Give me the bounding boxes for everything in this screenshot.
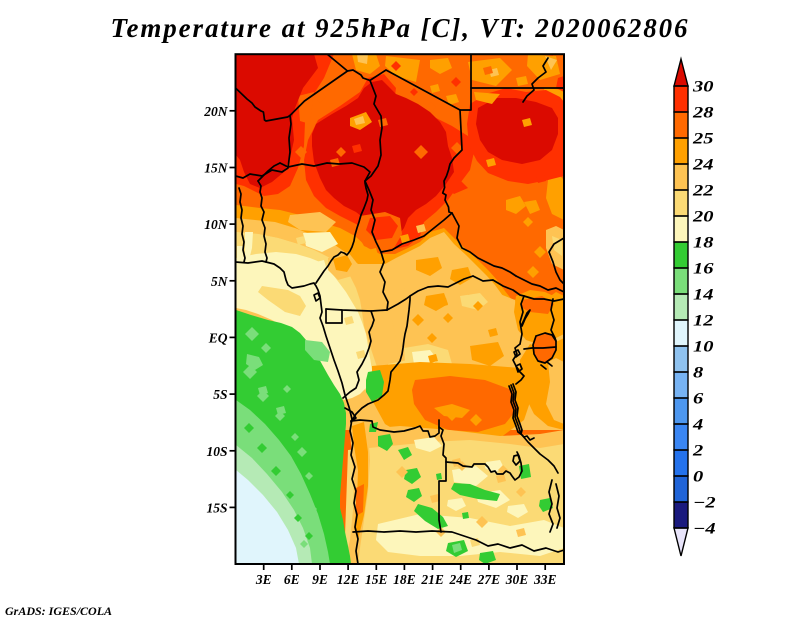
svg-text:25: 25	[692, 130, 714, 147]
svg-text:10S: 10S	[206, 444, 227, 459]
svg-text:10: 10	[693, 338, 713, 355]
svg-text:28: 28	[692, 104, 714, 121]
svg-text:18: 18	[693, 234, 713, 251]
svg-text:4: 4	[692, 416, 703, 433]
svg-text:9E: 9E	[312, 572, 328, 587]
svg-text:15S: 15S	[206, 500, 227, 515]
svg-text:−4: −4	[693, 520, 716, 537]
svg-text:16: 16	[693, 260, 714, 277]
svg-text:2: 2	[692, 442, 703, 459]
svg-text:24E: 24E	[448, 572, 472, 587]
svg-text:15N: 15N	[204, 161, 229, 176]
svg-text:22: 22	[692, 182, 714, 199]
svg-text:EQ: EQ	[208, 330, 228, 345]
svg-text:10N: 10N	[204, 217, 229, 232]
svg-text:6: 6	[693, 390, 704, 407]
svg-text:30E: 30E	[505, 572, 529, 587]
svg-text:20: 20	[692, 208, 714, 225]
svg-text:0: 0	[693, 468, 703, 485]
svg-text:12: 12	[693, 312, 713, 329]
svg-text:15E: 15E	[365, 572, 388, 587]
svg-text:30: 30	[692, 78, 714, 95]
svg-text:21E: 21E	[420, 572, 444, 587]
svg-text:8: 8	[693, 364, 703, 381]
svg-text:20N: 20N	[203, 104, 229, 119]
svg-text:27E: 27E	[477, 572, 501, 587]
svg-text:3E: 3E	[255, 572, 272, 587]
svg-text:12E: 12E	[337, 572, 360, 587]
svg-text:24: 24	[692, 156, 714, 173]
svg-text:5N: 5N	[211, 274, 229, 289]
svg-text:33E: 33E	[533, 572, 557, 587]
svg-text:18E: 18E	[393, 572, 416, 587]
svg-text:5S: 5S	[213, 387, 227, 402]
svg-text:14: 14	[693, 286, 713, 303]
svg-text:6E: 6E	[284, 572, 300, 587]
svg-text:−2: −2	[693, 494, 716, 511]
